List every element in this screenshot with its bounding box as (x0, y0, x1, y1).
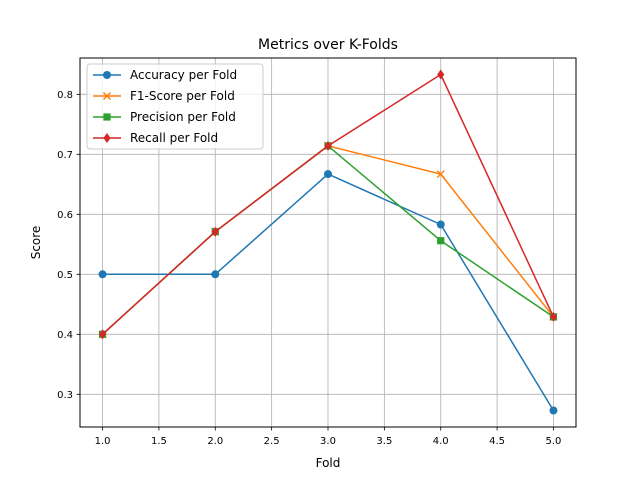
x-tick-label: 4.5 (489, 436, 505, 447)
series-accuracy-per-fold (98, 170, 558, 415)
data-point (437, 69, 445, 80)
legend-item: Precision per Fold (93, 110, 236, 124)
y-tick-label: 0.7 (57, 150, 73, 161)
x-tick-label: 1.5 (151, 436, 167, 447)
data-point (98, 270, 107, 279)
legend-box (86, 63, 264, 150)
x-tick-label: 3.0 (320, 436, 336, 447)
legend-label: F1-Score per Fold (130, 89, 235, 103)
legend-label: Recall per Fold (130, 131, 218, 145)
data-point (436, 170, 445, 179)
y-tick-label: 0.6 (57, 210, 73, 221)
legend-item: Recall per Fold (93, 131, 218, 145)
data-point (211, 270, 220, 279)
y-axis-label: Score (29, 226, 43, 260)
legend-label: Accuracy per Fold (130, 68, 237, 82)
x-axis-label: Fold (316, 456, 341, 470)
x-tick-label: 5.0 (546, 436, 562, 447)
legend-marker (103, 133, 111, 143)
legend-marker (102, 91, 112, 101)
legend-marker (103, 71, 111, 79)
legend-item: Accuracy per Fold (93, 68, 237, 82)
chart-title: Metrics over K-Folds (258, 37, 398, 53)
y-tick-label: 0.4 (57, 330, 73, 341)
data-point (98, 329, 107, 340)
x-tick-label: 3.5 (376, 436, 392, 447)
data-point (324, 170, 332, 179)
legend: Accuracy per Fold F1-Score per Fold Precis… (86, 63, 264, 150)
data-point (211, 226, 219, 237)
x-tick-label: 1.0 (95, 436, 111, 447)
series-layer (98, 69, 558, 415)
data-point (324, 140, 332, 151)
y-tick-label: 0.5 (57, 270, 73, 281)
legend-item: F1-Score per Fold (93, 89, 235, 103)
ticks: 1.0 1.5 2.0 2.5 3.0 3.5 4.0 4.5 5.0 0.3 0.4 0.5 0.6 0… (57, 90, 561, 447)
data-point (549, 311, 558, 322)
data-point (436, 220, 445, 229)
legend-label: Precision per Fold (130, 110, 236, 124)
x-tick-label: 2.5 (264, 436, 280, 447)
data-point (549, 406, 558, 415)
x-tick-label: 4.0 (433, 436, 449, 447)
legend-marker (103, 113, 111, 121)
series-recall-per-fold (98, 69, 558, 340)
data-point (437, 237, 445, 245)
x-tick-label: 2.0 (207, 436, 223, 447)
y-tick-label: 0.3 (57, 390, 73, 401)
y-tick-label: 0.8 (57, 90, 73, 101)
